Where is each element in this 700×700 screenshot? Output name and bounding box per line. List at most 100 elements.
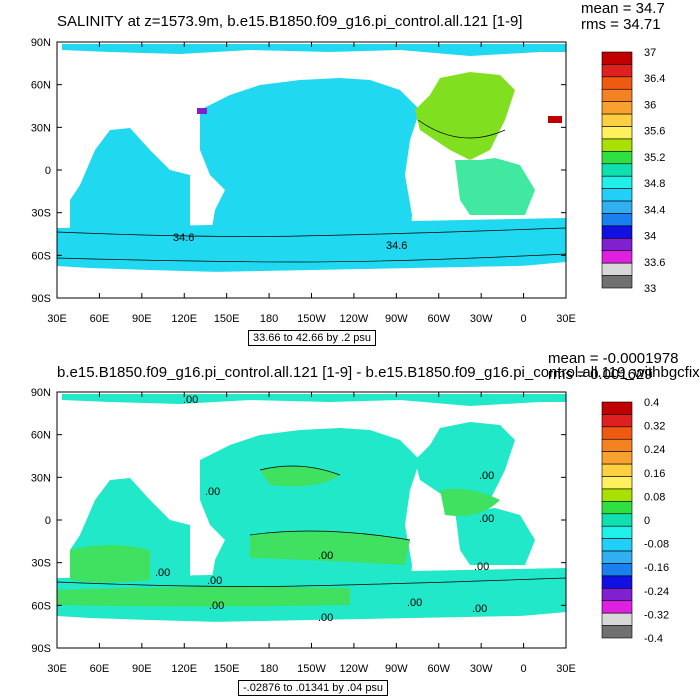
colorbar-label: 36 (644, 99, 656, 111)
salinity-panel: SALINITY at z=1573.9m, b.e15.B1850.f09_g… (31, 0, 666, 346)
contour-line (56, 253, 567, 263)
x-tick-label: 60E (90, 313, 110, 325)
colorbar-swatch (601, 476, 633, 490)
x-tick-label: 120E (171, 663, 197, 675)
y-tick-label: 30S (31, 208, 51, 220)
contour-label: .00 (474, 561, 489, 573)
colorbar-swatch (601, 612, 633, 626)
contour-label: .00 (209, 600, 224, 612)
x-tick-label: 30W (470, 663, 493, 675)
difference-panel: b.e15.B1850.f09_g16.pi_control.all.121 [… (0, 350, 700, 700)
colorbar-label: 0.32 (644, 421, 665, 433)
colorbar-swatch (601, 563, 633, 577)
antarctica (57, 615, 566, 648)
x-tick-label: 90W (385, 663, 408, 675)
colorbar-swatch (601, 151, 633, 165)
arctic-ocean (62, 394, 566, 406)
colorbar-swatch (601, 238, 633, 252)
colorbar-swatch (601, 275, 633, 289)
mean-text: mean = 34.7 (581, 0, 665, 17)
positive-patch (440, 488, 500, 516)
x-tick-label: 60E (90, 663, 110, 675)
colorbar-swatch (601, 401, 633, 415)
colorbar-label: 0.08 (644, 491, 665, 503)
contour-label: .00 (207, 575, 222, 587)
contour-line (417, 119, 506, 139)
contour-label: .00 (479, 513, 494, 525)
colorbar-swatch (601, 163, 633, 177)
colorbar-swatch (601, 550, 633, 564)
colorbar: 37 36.4 36 35.6 35.2 34.8 34.4 34 33.6 33 (601, 47, 665, 295)
x-tick-label: 30E (47, 313, 67, 325)
colorbar-label: -0.08 (644, 539, 669, 551)
colorbar-swatch (601, 588, 633, 602)
y-axis: 90N 60N 30N 0 30S 60S 90S (31, 37, 566, 305)
colorbar-label: 34.8 (644, 178, 665, 190)
colorbar-swatch (601, 525, 633, 539)
colorbar-label: 35.2 (644, 152, 665, 164)
contour-label: .00 (479, 470, 494, 482)
x-tick-label: 150E (214, 313, 240, 325)
colorbar-swatch (601, 188, 633, 202)
x-tick-label: 60W (427, 663, 450, 675)
colorbar-swatch (601, 113, 633, 127)
y-tick-label: 30N (31, 472, 51, 484)
antarctica (57, 265, 566, 298)
pacific-ocean (200, 428, 420, 595)
y-tick-label: 90N (31, 37, 51, 49)
x-tick-label: 150E (214, 663, 240, 675)
positive-patch (57, 586, 350, 607)
y-tick-label: 90N (31, 387, 51, 399)
contour-label: .00 (318, 612, 333, 624)
y-tick-label: 0 (45, 515, 51, 527)
spot-purple (197, 108, 207, 114)
x-axis: 30E 60E 90E 120E 150E 180 150W 120W 90W 60W 30W 0 30… (47, 42, 576, 325)
y-tick-label: 60N (31, 430, 51, 442)
x-tick-label: 30E (556, 313, 576, 325)
spot-red (548, 116, 562, 123)
y-tick-label: 90S (31, 293, 51, 305)
contour-info: -.02876 to .01341 by .04 psu (238, 680, 389, 696)
colorbar-label: -0.24 (644, 586, 669, 598)
colorbar-swatch (601, 451, 633, 465)
colorbar-label: 0.4 (644, 397, 659, 409)
colorbar-swatch (601, 463, 633, 477)
positive-patch (70, 545, 150, 583)
map-svg: 34.6 34.6 30E 60E 90E 120E 150E 180 150W 120W 90… (31, 37, 666, 325)
colorbar-swatch (601, 625, 633, 639)
contour-label: .00 (205, 486, 220, 498)
colorbar-swatch (601, 250, 633, 264)
colorbar-swatch (601, 513, 633, 527)
contour-line (259, 465, 341, 476)
x-tick-label: 180 (260, 313, 278, 325)
colorbar-label: 33.6 (644, 257, 665, 269)
colorbar-label: 34 (644, 231, 656, 243)
colorbar-label: 34.4 (644, 204, 665, 216)
contour-line (249, 530, 411, 541)
colorbar-swatch (601, 575, 633, 589)
colorbar-swatch (601, 414, 633, 428)
south-atlantic (455, 508, 535, 565)
contour-line (56, 577, 567, 587)
colorbar-label: -0.32 (644, 609, 669, 621)
x-tick-label: 0 (521, 313, 527, 325)
colorbar-label: 0 (644, 515, 650, 527)
x-tick-label: 90E (132, 663, 152, 675)
colorbar-swatch (601, 501, 633, 515)
colorbar-swatch (601, 76, 633, 90)
colorbar-label: -0.4 (644, 633, 663, 645)
y-tick-label: 60S (31, 600, 51, 612)
x-tick-label: 120W (340, 313, 369, 325)
colorbar-swatch (601, 88, 633, 102)
colorbar-swatch (601, 438, 633, 452)
contour-label: 34.6 (386, 240, 407, 252)
y-tick-label: 0 (45, 165, 51, 177)
colorbar-label: 0.24 (644, 444, 665, 456)
colorbar-label: 0.16 (644, 468, 665, 480)
positive-patch (260, 466, 340, 487)
x-tick-label: 120W (340, 663, 369, 675)
indian-ocean (70, 128, 190, 250)
y-tick-label: 90S (31, 643, 51, 655)
y-tick-label: 30N (31, 122, 51, 134)
contour-line (56, 227, 567, 237)
